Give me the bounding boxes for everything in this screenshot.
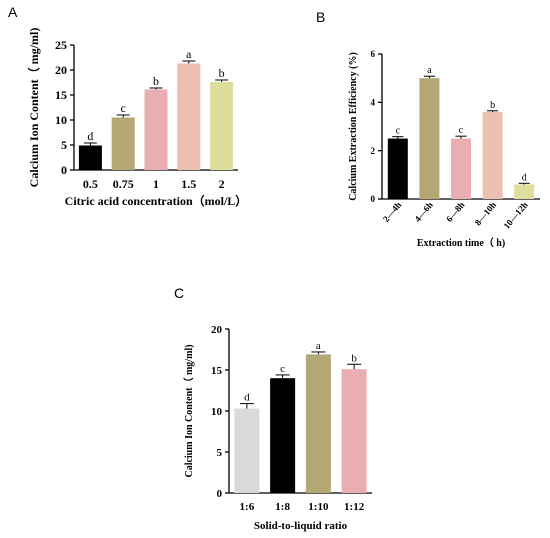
x-axis-title: Solid-to-liquid ratio xyxy=(254,520,348,532)
y-axis-title: Calcium Extraction Efficiency (%) xyxy=(348,52,359,201)
x-tick-label: 1 xyxy=(153,177,159,191)
y-tick-label: 10 xyxy=(211,406,223,418)
bar xyxy=(210,82,234,170)
x-tick-label: 4—6h xyxy=(412,200,434,224)
x-tick-label: 1:12 xyxy=(344,501,365,513)
significance-label: c xyxy=(459,125,464,136)
significance-label: d xyxy=(522,172,527,183)
bar xyxy=(305,354,331,493)
y-tick-label: 25 xyxy=(55,38,67,52)
bar xyxy=(177,63,201,170)
bar xyxy=(387,138,408,199)
significance-label: c xyxy=(396,126,401,137)
x-tick-label: 6—8h xyxy=(444,200,466,224)
bar xyxy=(270,378,296,493)
y-tick-label: 2 xyxy=(371,146,376,156)
x-tick-label: 0.75 xyxy=(113,177,134,191)
significance-label: a xyxy=(316,340,321,352)
bar xyxy=(234,408,260,493)
y-axis-title: Calcium Ion Content（ mg/ml) xyxy=(182,344,195,477)
y-tick-label: 0 xyxy=(217,488,223,500)
bar xyxy=(144,89,168,170)
x-tick-label: 1:6 xyxy=(240,501,255,513)
y-tick-label: 20 xyxy=(55,63,67,77)
significance-label: a xyxy=(186,47,192,61)
y-tick-label: 15 xyxy=(55,88,67,102)
panel-letter: B xyxy=(316,9,325,25)
x-tick-label: 1:10 xyxy=(308,501,329,513)
x-axis-title: Citric acid concentration（mol/L） xyxy=(65,193,248,208)
significance-label: b xyxy=(219,66,225,80)
x-tick-label: 2—4h xyxy=(381,200,403,224)
significance-label: a xyxy=(427,65,432,76)
y-tick-label: 15 xyxy=(211,365,223,377)
x-tick-label: 1.5 xyxy=(181,177,196,191)
bar xyxy=(419,78,440,199)
x-tick-label: 2 xyxy=(219,177,225,191)
y-tick-label: 6 xyxy=(371,49,376,59)
significance-label: c xyxy=(280,363,285,375)
chart-panel-b: B 0 2 4 6 c 2—4h a 4—6h c 6—8h b 8—10h d 10—12h Extract… xyxy=(316,9,540,249)
significance-label: d xyxy=(244,392,250,404)
panel-letter: C xyxy=(174,285,184,301)
x-tick-label: 10—12h xyxy=(501,200,529,231)
x-tick-label: 0.5 xyxy=(83,177,98,191)
significance-label: d xyxy=(87,129,93,143)
x-tick-label: 1:8 xyxy=(275,501,290,513)
y-axis-title: Calcium Ion Content（ mg/ml) xyxy=(26,28,41,188)
bar xyxy=(482,112,503,199)
y-tick-label: 20 xyxy=(211,324,223,336)
significance-label: c xyxy=(121,101,126,115)
bar xyxy=(78,145,102,170)
significance-label: b xyxy=(153,74,159,88)
panel-letter: A xyxy=(8,4,18,20)
significance-label: b xyxy=(351,352,357,364)
bar xyxy=(341,369,367,493)
x-tick-label: 8—10h xyxy=(473,200,498,228)
y-tick-label: 4 xyxy=(371,97,376,107)
x-axis-title: Extraction time（ h) xyxy=(417,236,505,249)
bar xyxy=(111,117,135,170)
y-tick-label: 0 xyxy=(61,163,67,177)
y-tick-label: 0 xyxy=(371,194,376,204)
bar xyxy=(514,184,535,199)
significance-label: b xyxy=(490,100,495,111)
chart-panel-a: A 0 5 10 15 20 25 d 0.5 c 0.75 b 1 a 1.5 b 2 Citric acid … xyxy=(8,4,247,208)
chart-panel-c: C 0 5 10 15 20 d 1:6 c 1:8 a 1:10 b 1:12 Solid-to-liqu… xyxy=(174,285,372,532)
bar xyxy=(451,138,471,199)
y-tick-label: 10 xyxy=(55,113,67,127)
y-tick-label: 5 xyxy=(217,447,223,459)
y-tick-label: 5 xyxy=(61,138,67,152)
